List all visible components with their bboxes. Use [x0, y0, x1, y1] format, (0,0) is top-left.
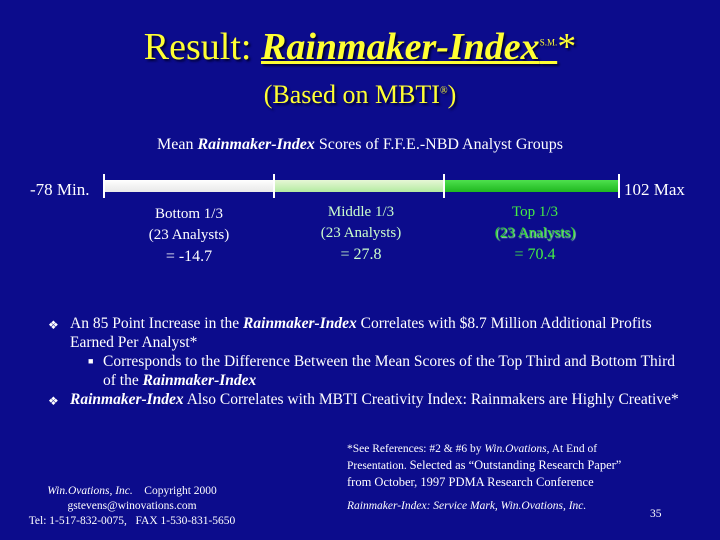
copyright: Copyright 2000 — [132, 485, 217, 497]
slide-subtitle: (Based on MBTI®) — [263, 80, 457, 109]
references-note: *See References: #2 & #6 by Win.Ovations… — [347, 443, 622, 489]
scale-max-label: 102 Max — [624, 180, 685, 199]
group-mean: = 27.8 — [340, 246, 382, 263]
scale-tick — [618, 174, 620, 198]
middle-third-segment — [274, 180, 444, 192]
group-count: (23 Analysts) — [320, 225, 402, 241]
score-scale-bar — [103, 174, 620, 198]
group-count: (23 Analysts) — [148, 227, 230, 243]
group-mean: = 70.4 — [514, 246, 556, 263]
group-middle-third: Middle 1/3 (23 Analysts) = 27.8 — [286, 202, 436, 265]
page-number: 35 — [650, 508, 662, 520]
chart-heading: Mean Rainmaker-Index Scores of F.F.E.-NB… — [157, 136, 563, 153]
service-mark: S.M. — [539, 37, 558, 48]
service-mark-note: Rainmaker-Index: Service Mark, Win.Ovati… — [347, 500, 587, 512]
top-third-segment — [444, 180, 619, 192]
company-name: Win.Ovations, Inc. — [47, 485, 133, 497]
scale-tick — [443, 174, 445, 198]
group-top-third: Top 1/3 (23 Analysts) = 70.4 — [460, 202, 610, 265]
group-bottom-third: Bottom 1/3 (23 Analysts) = -14.7 — [114, 204, 264, 267]
phone-fax: Tel: 1-517-832-0075, FAX 1-530-831-5650 — [28, 515, 236, 527]
scale-min-label: -78 Min. — [30, 180, 90, 199]
group-mean: = -14.7 — [165, 248, 213, 265]
group-count: (23 Analysts) — [494, 225, 576, 241]
bullet-item: ❖ Rainmaker-Index Also Correlates with M… — [48, 390, 688, 409]
diamond-bullet-icon: ❖ — [48, 318, 59, 332]
group-name: Top 1/3 — [511, 204, 559, 220]
square-bullet-icon: ■ — [88, 356, 94, 366]
scale-tick — [103, 174, 105, 198]
bullet-item: ❖ An 85 Point Increase in the Rainmaker-… — [48, 315, 652, 351]
group-name: Middle 1/3 — [327, 204, 395, 220]
bullet-list: ❖ An 85 Point Increase in the Rainmaker-… — [48, 314, 688, 409]
contact-footer: Win.Ovations, Inc. Copyright 2000 gsteve… — [14, 484, 250, 529]
bottom-third-segment — [104, 180, 274, 192]
slide-title: Result: Rainmaker-IndexS.M.* — [143, 26, 577, 68]
email: gstevens@winovations.com — [67, 500, 197, 512]
group-name: Bottom 1/3 — [155, 206, 223, 222]
sub-bullet-item: ■ Corresponds to the Difference Between … — [88, 353, 676, 389]
diamond-bullet-icon: ❖ — [48, 394, 59, 408]
scale-tick — [273, 174, 275, 198]
